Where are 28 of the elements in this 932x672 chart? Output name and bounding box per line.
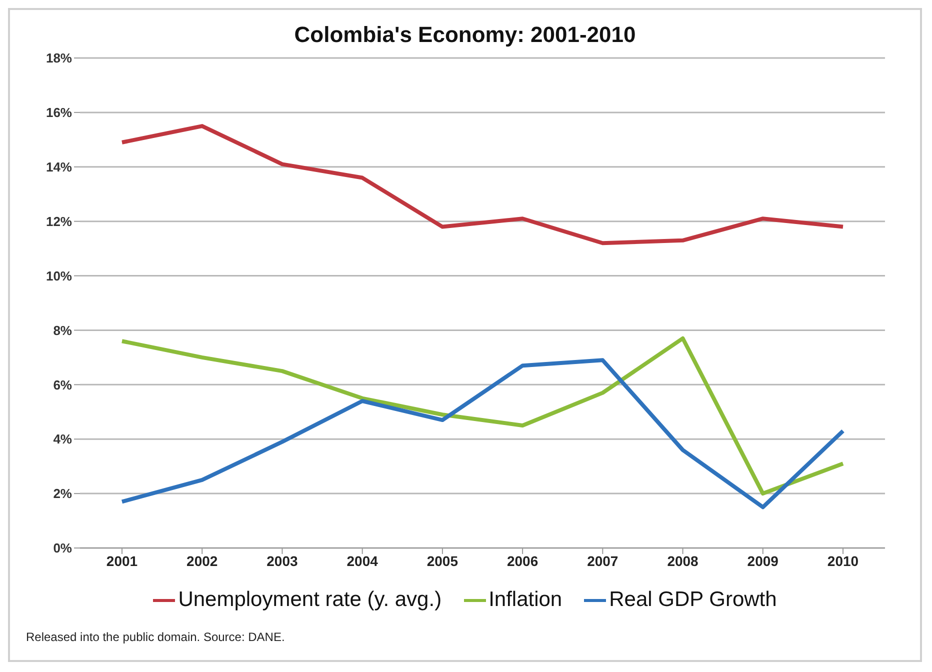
y-tick-label: 4% xyxy=(53,432,72,447)
y-tick-label: 12% xyxy=(46,214,72,229)
x-tick-label: 2003 xyxy=(266,552,298,569)
line-series xyxy=(120,336,845,496)
line-series xyxy=(120,358,845,510)
x-tick-label: 2001 xyxy=(106,552,138,569)
y-tick-label: 8% xyxy=(53,322,72,338)
x-tick-label: 2010 xyxy=(827,552,859,569)
y-tick-label: 6% xyxy=(53,377,72,392)
y-tick-label: 2% xyxy=(53,486,72,502)
x-tick-label: 2002 xyxy=(186,552,218,569)
legend-label: Inflation xyxy=(488,588,562,612)
x-tick-label: 2005 xyxy=(426,552,458,569)
y-tick-label: 16% xyxy=(46,105,72,120)
x-tick-label: 2008 xyxy=(667,552,699,569)
y-tick-label: 10% xyxy=(46,268,72,284)
x-tick-label: 2006 xyxy=(506,552,538,569)
chart-title: Colombia's Economy: 2001-2010 xyxy=(293,22,637,48)
legend-label: Real GDP Growth xyxy=(608,588,777,612)
y-tick-label: 14% xyxy=(46,160,72,175)
line-series xyxy=(120,124,845,246)
x-tick-label: 2007 xyxy=(587,552,618,569)
legend-label: Unemployment rate (y. avg.) xyxy=(177,588,442,612)
x-tick-label: 2004 xyxy=(346,552,378,569)
y-tick-label: 18% xyxy=(46,50,72,66)
text: Released into the public domain. Source: DANE. xyxy=(26,630,285,644)
x-tick-label: 2009 xyxy=(747,552,779,569)
y-tick-label: 0% xyxy=(53,540,72,556)
